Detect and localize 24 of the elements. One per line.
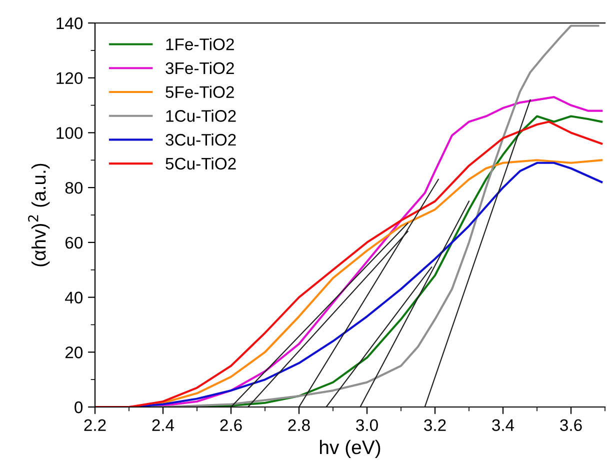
y-tick-label: 60 xyxy=(66,236,83,249)
y-tick-label: 40 xyxy=(65,292,83,304)
legend-label: 1Cu-TiO2 xyxy=(166,110,236,122)
x-tick-label: 2.6 xyxy=(220,419,242,432)
y-tick-label: 20 xyxy=(65,346,83,358)
legend-label: 5Fe-TiO2 xyxy=(166,86,234,98)
y-tick-label: 100 xyxy=(56,127,83,139)
x-tick-label: 2.2 xyxy=(84,419,106,431)
y-tick-label: 120 xyxy=(56,72,83,84)
legend-label: 3Cu-TiO2 xyxy=(166,133,236,146)
x-tick-label: 3.4 xyxy=(492,419,514,432)
y-tick-label: 0 xyxy=(74,401,83,414)
legend-label: 1Fe-TiO2 xyxy=(166,38,234,50)
legend-label: 5Cu-TiO2 xyxy=(166,157,236,170)
y-tick-label: 140 xyxy=(56,17,83,30)
x-tick-label: 2.8 xyxy=(288,419,310,432)
y-tick-label: 80 xyxy=(65,182,83,194)
x-tick-label: 3.6 xyxy=(560,419,582,432)
legend-label: 3Fe-TiO2 xyxy=(166,62,234,74)
x-tick-label: 3.0 xyxy=(356,419,378,432)
x-axis-title: hv (eV) xyxy=(320,440,380,458)
x-tick-label: 2.4 xyxy=(152,419,174,431)
x-tick-label: 3.2 xyxy=(424,419,446,432)
y-axis-title: (αhv)$^{2}$ (a.u.) xyxy=(28,164,50,266)
